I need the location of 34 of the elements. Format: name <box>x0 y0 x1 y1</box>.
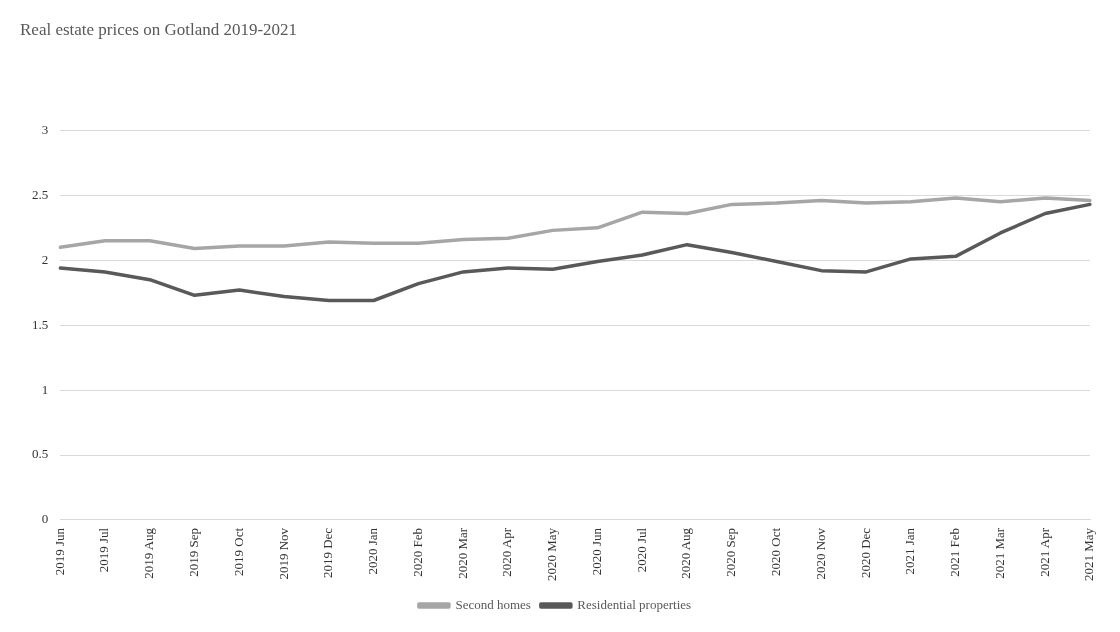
legend-label: Residential properties <box>577 596 692 612</box>
x-tick-label: 2020 Feb <box>409 527 425 577</box>
y-tick-label: 3 <box>41 121 49 137</box>
x-tick-label: 2020 May <box>544 527 560 582</box>
y-tick-label: 2 <box>41 251 49 267</box>
x-tick-label: 2020 Jun <box>588 527 604 576</box>
x-tick-label: 2019 Sep <box>185 527 201 577</box>
x-tick-label: 2021 Jan <box>902 527 918 575</box>
x-tick-label: 2020 Sep <box>723 527 739 577</box>
x-tick-label: 2020 Jul <box>633 527 649 573</box>
x-tick-label: 2020 Apr <box>499 527 515 577</box>
x-tick-label: 2019 Jun <box>51 527 67 576</box>
x-tick-label: 2020 Mar <box>454 527 470 579</box>
y-tick-label: 0.5 <box>32 446 49 462</box>
chart-title: Real estate prices on Gotland 2019-2021 <box>20 19 298 39</box>
x-tick-label: 2019 Dec <box>320 527 336 579</box>
x-tick-label: 2020 Nov <box>812 527 828 580</box>
y-tick-label: 0 <box>41 511 49 527</box>
x-tick-label: 2021 Feb <box>947 527 963 577</box>
x-tick-label: 2019 Oct <box>230 527 246 576</box>
x-tick-label: 2021 Apr <box>1036 527 1052 577</box>
x-tick-label: 2019 Jul <box>96 527 112 573</box>
x-tick-label: 2021 Mar <box>991 527 1007 579</box>
y-tick-label: 1.5 <box>32 316 49 332</box>
x-tick-label: 2020 Dec <box>857 527 873 579</box>
legend-label: Second homes <box>455 596 531 612</box>
x-tick-label: 2019 Aug <box>141 527 157 579</box>
x-tick-label: 2021 May <box>1081 527 1097 582</box>
y-tick-label: 2.5 <box>32 186 49 202</box>
y-tick-label: 1 <box>41 381 49 397</box>
x-tick-label: 2020 Aug <box>678 527 694 579</box>
x-tick-label: 2020 Oct <box>768 527 784 576</box>
x-tick-label: 2020 Jan <box>365 527 381 575</box>
x-tick-label: 2019 Nov <box>275 527 291 580</box>
